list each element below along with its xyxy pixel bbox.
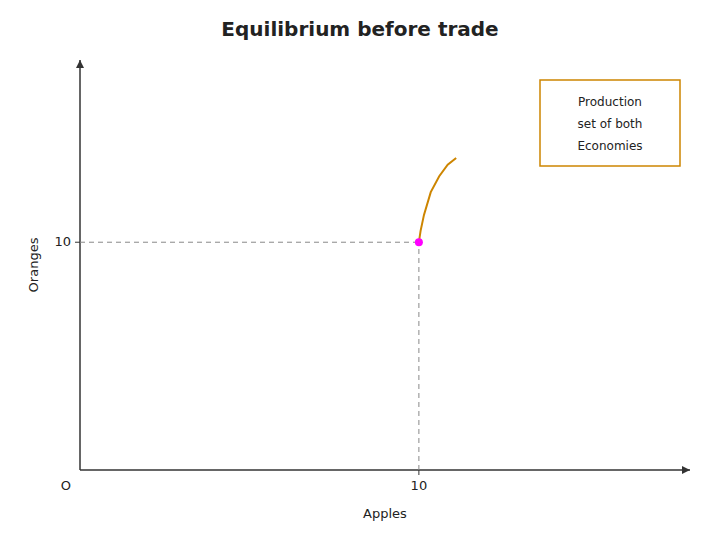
x-axis [80,469,690,471]
x-tick [418,470,419,475]
text-box [540,80,680,166]
text-box-line: Economies [577,139,642,153]
x-axis-label: Apples [363,506,407,521]
y-axis-label: Oranges [26,237,41,292]
text-box-line: set of both [578,117,643,131]
reference-line [80,242,419,243]
origin-label: O [61,478,71,493]
plot-area [80,158,456,470]
curve [419,158,456,242]
text-box-line: Production [578,95,642,109]
y-tick-label: 10 [54,234,71,249]
equilibrium-point [415,238,423,246]
chart-svg: Equilibrium before trade 10 10 O Apples Orang… [0,0,720,540]
title: Equilibrium before trade [221,17,498,41]
reference-line [418,242,419,470]
chart-container: Equilibrium before trade 10 10 O Apples Orang… [0,0,720,540]
y-tick [75,242,80,243]
y-axis [79,60,81,470]
x-tick-label: 10 [411,478,428,493]
